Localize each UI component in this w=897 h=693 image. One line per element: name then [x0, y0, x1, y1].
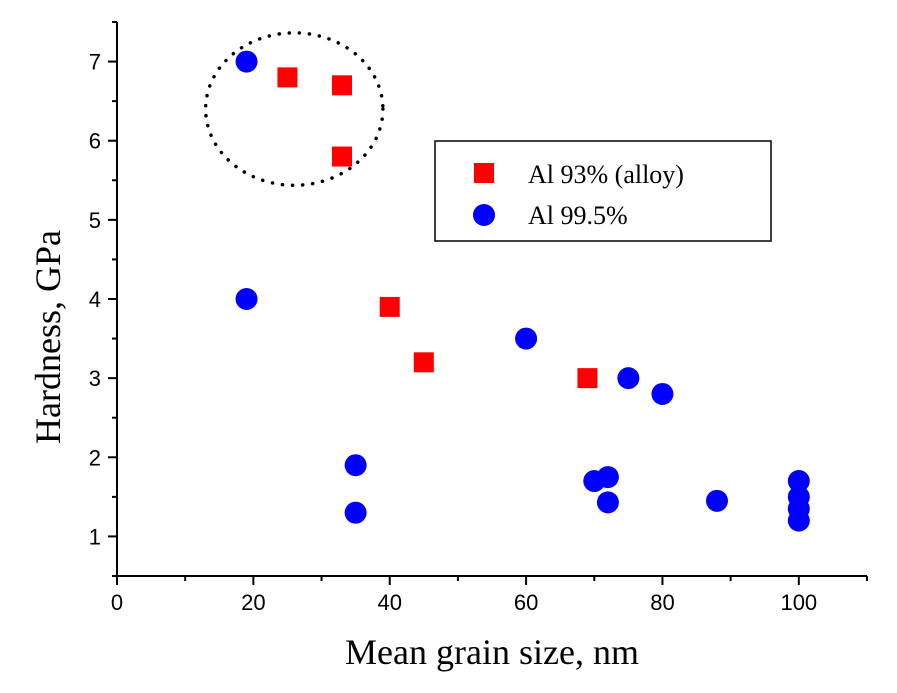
legend-label-series-2: Al 99.5% — [528, 201, 628, 230]
y-axis-title: Hardness, GPa — [28, 230, 68, 444]
data-point-series-2 — [515, 327, 538, 350]
y-tick-label: 5 — [89, 208, 101, 233]
annotations — [203, 31, 385, 188]
data-point-series-2 — [617, 367, 640, 390]
x-axis-title: Mean grain size, nm — [345, 632, 639, 672]
highlight-circle — [203, 31, 385, 188]
data-point-series-2 — [787, 470, 810, 493]
data-point-series-2 — [651, 382, 674, 405]
x-tick-label: 100 — [780, 590, 817, 615]
data-point-series-1 — [277, 67, 298, 88]
data-point-series-2 — [706, 489, 728, 512]
data-point-series-1 — [332, 75, 352, 96]
legend: Al 93% (alloy) Al 99.5% — [434, 140, 772, 242]
plot-frame — [116, 22, 867, 577]
data-point-series-2 — [344, 454, 367, 477]
data-point-series-2 — [235, 50, 258, 73]
data-point-series-2 — [787, 509, 810, 532]
data-point-series-1 — [413, 352, 434, 373]
data-point-series-2 — [235, 288, 258, 310]
y-axis: 1 2 3 4 5 6 7 — [89, 21, 117, 577]
y-tick-label: 7 — [89, 50, 101, 75]
y-tick-label: 6 — [89, 129, 101, 154]
y-tick-label: 3 — [89, 366, 101, 391]
y-tick-label: 2 — [89, 445, 101, 470]
legend-label-series-1: Al 93% (alloy) — [528, 160, 684, 189]
legend-marker-series-1 — [474, 163, 494, 183]
x-tick-label: 80 — [650, 590, 674, 615]
x-axis: 0 20 40 60 80 100 — [111, 576, 868, 615]
data-point-series-2 — [596, 491, 619, 514]
data-point-series-1 — [379, 296, 400, 317]
y-tick-label: 4 — [89, 287, 101, 312]
x-tick-label: 20 — [241, 590, 265, 615]
x-tick-label: 40 — [377, 590, 401, 615]
y-tick-label: 1 — [89, 524, 101, 549]
data-point-series-1 — [577, 368, 598, 389]
data-points — [235, 50, 810, 532]
legend-marker-series-2 — [473, 204, 495, 226]
x-tick-label: 60 — [514, 590, 538, 615]
data-point-series-2 — [596, 466, 619, 489]
legend-box — [434, 140, 772, 242]
x-tick-label: 0 — [111, 590, 123, 615]
data-point-series-2 — [344, 501, 367, 524]
data-point-series-1 — [332, 146, 352, 167]
